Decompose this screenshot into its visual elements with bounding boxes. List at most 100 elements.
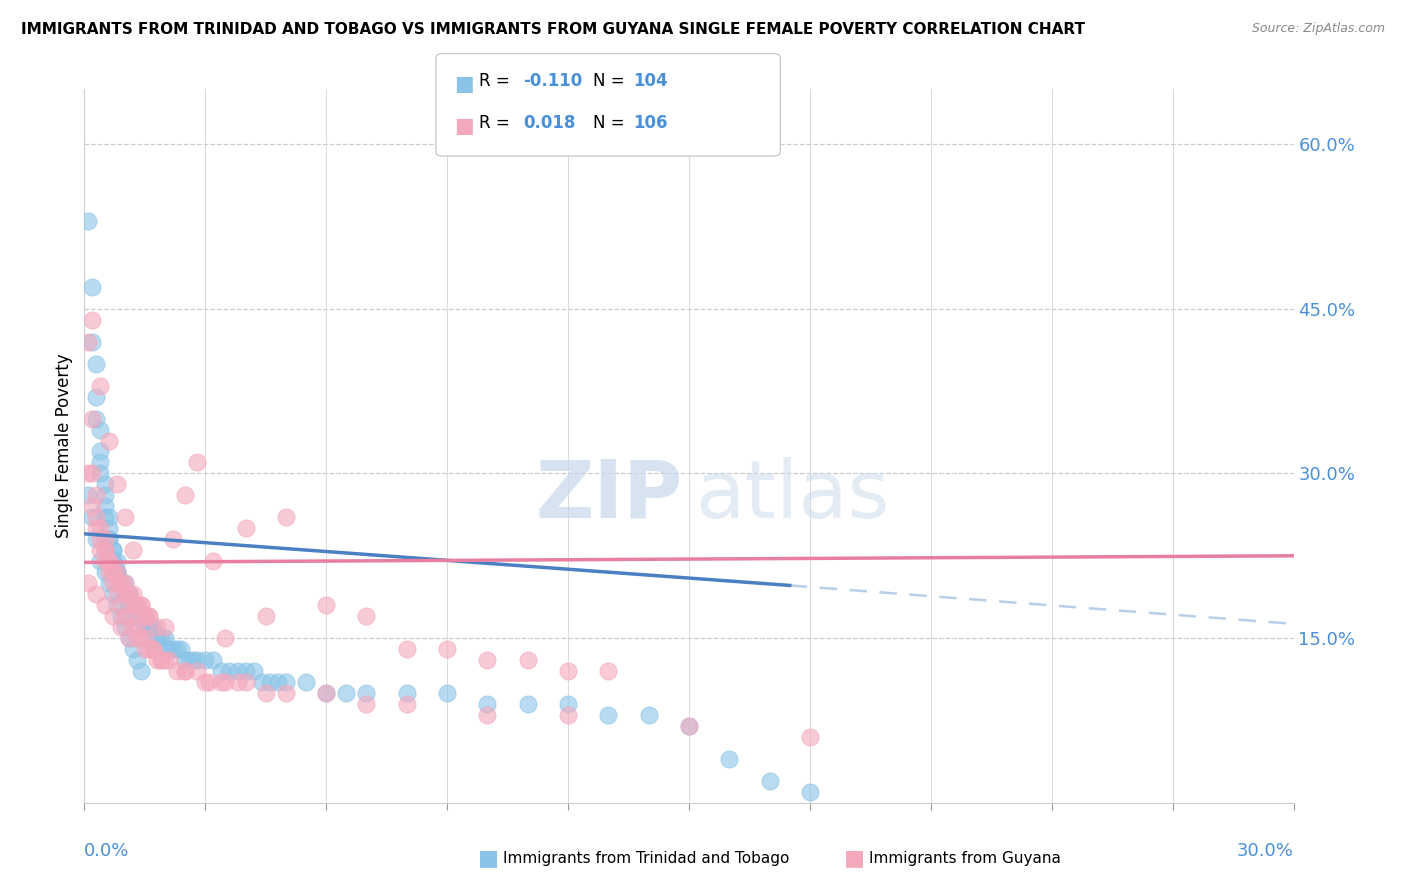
- Point: [799, 730, 821, 744]
- Point: [209, 675, 232, 690]
- Point: [146, 631, 169, 645]
- Point: [226, 675, 249, 690]
- Point: [202, 554, 225, 568]
- Point: [129, 664, 152, 678]
- Point: [118, 587, 141, 601]
- Point: [118, 587, 141, 601]
- Point: [82, 280, 104, 294]
- Point: [93, 566, 115, 580]
- Point: [129, 598, 152, 612]
- Text: ZIP: ZIP: [536, 457, 683, 535]
- Point: [89, 455, 111, 469]
- Point: [202, 653, 225, 667]
- Point: [395, 686, 418, 700]
- Point: [89, 533, 111, 547]
- Point: [118, 598, 141, 612]
- Point: [356, 697, 378, 711]
- Point: [557, 664, 579, 678]
- Point: [89, 543, 111, 558]
- Point: [93, 533, 115, 547]
- Point: [93, 510, 115, 524]
- Point: [114, 510, 136, 524]
- Point: [77, 334, 100, 349]
- Point: [82, 334, 104, 349]
- Point: [125, 598, 148, 612]
- Point: [254, 609, 277, 624]
- Point: [557, 697, 579, 711]
- Point: [125, 598, 148, 612]
- Point: [678, 719, 700, 733]
- Point: [82, 510, 104, 524]
- Point: [718, 752, 741, 766]
- Point: [235, 521, 257, 535]
- Point: [138, 620, 160, 634]
- Point: [89, 554, 111, 568]
- Point: [477, 653, 499, 667]
- Point: [105, 587, 128, 601]
- Point: [356, 609, 378, 624]
- Point: [274, 510, 297, 524]
- Y-axis label: Single Female Poverty: Single Female Poverty: [55, 354, 73, 538]
- Point: [129, 631, 152, 645]
- Point: [82, 467, 104, 481]
- Point: [157, 642, 180, 657]
- Point: [97, 566, 120, 580]
- Point: [166, 664, 188, 678]
- Point: [162, 642, 184, 657]
- Point: [129, 609, 152, 624]
- Point: [82, 411, 104, 425]
- Point: [118, 587, 141, 601]
- Point: [93, 477, 115, 491]
- Point: [250, 675, 273, 690]
- Point: [758, 773, 780, 788]
- Point: [86, 587, 108, 601]
- Text: 104: 104: [633, 72, 668, 90]
- Point: [114, 587, 136, 601]
- Text: ■: ■: [454, 74, 474, 94]
- Point: [134, 609, 156, 624]
- Point: [110, 576, 132, 591]
- Point: [93, 543, 115, 558]
- Point: [105, 598, 128, 612]
- Point: [274, 675, 297, 690]
- Point: [101, 554, 124, 568]
- Point: [315, 598, 337, 612]
- Point: [121, 642, 143, 657]
- Point: [110, 609, 132, 624]
- Point: [101, 543, 124, 558]
- Text: 0.018: 0.018: [523, 114, 575, 132]
- Point: [129, 609, 152, 624]
- Point: [125, 620, 148, 634]
- Text: Immigrants from Guyana: Immigrants from Guyana: [869, 851, 1060, 865]
- Point: [226, 664, 249, 678]
- Point: [125, 609, 148, 624]
- Point: [93, 500, 115, 514]
- Point: [162, 533, 184, 547]
- Point: [170, 642, 193, 657]
- Point: [101, 587, 124, 601]
- Point: [77, 214, 100, 228]
- Point: [174, 664, 197, 678]
- Point: [93, 488, 115, 502]
- Point: [118, 587, 141, 601]
- Point: [86, 510, 108, 524]
- Point: [110, 576, 132, 591]
- Point: [114, 576, 136, 591]
- Point: [186, 664, 208, 678]
- Point: [153, 620, 176, 634]
- Point: [174, 664, 197, 678]
- Point: [153, 631, 176, 645]
- Point: [153, 653, 176, 667]
- Point: [138, 642, 160, 657]
- Point: [267, 675, 290, 690]
- Point: [356, 686, 378, 700]
- Point: [134, 609, 156, 624]
- Point: [93, 554, 115, 568]
- Point: [125, 631, 148, 645]
- Point: [93, 543, 115, 558]
- Point: [142, 631, 165, 645]
- Point: [134, 620, 156, 634]
- Point: [105, 554, 128, 568]
- Text: N =: N =: [593, 72, 630, 90]
- Point: [86, 533, 108, 547]
